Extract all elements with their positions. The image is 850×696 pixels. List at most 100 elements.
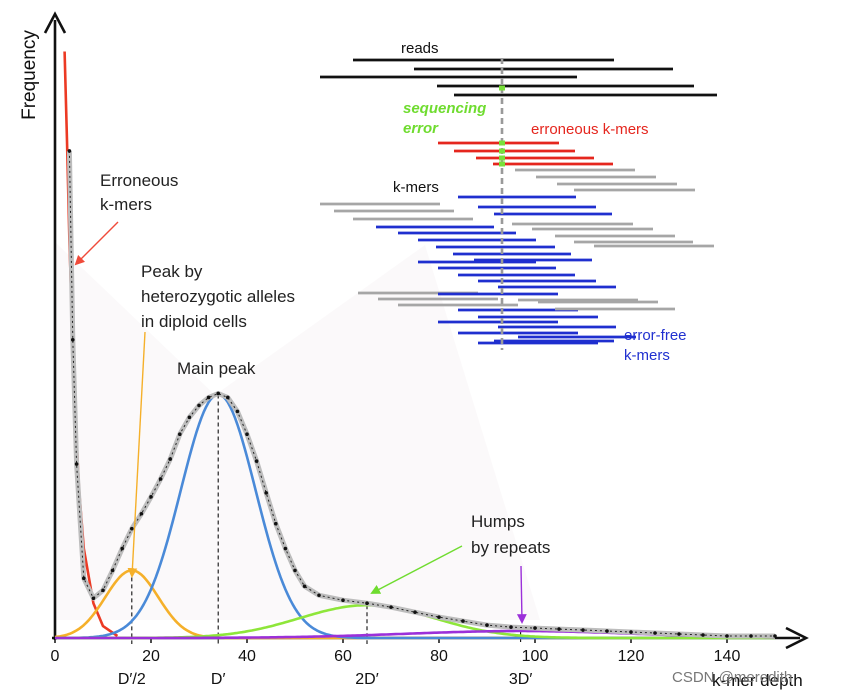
observed-point bbox=[91, 596, 96, 601]
observed-point bbox=[317, 593, 321, 598]
observed-point bbox=[149, 495, 153, 499]
humps-line-1: Humps bbox=[471, 512, 525, 531]
y-axis-label: Frequency bbox=[19, 30, 40, 120]
error-free-kmers-label: error-free k-mers bbox=[624, 327, 691, 364]
observed-point bbox=[629, 630, 633, 634]
sequencing-error-line-1: sequencing bbox=[403, 100, 486, 117]
humps-annotation: Humps by repeats bbox=[471, 512, 550, 557]
observed-point bbox=[749, 634, 753, 638]
observed-point bbox=[178, 432, 182, 437]
reads-kmers-inset: reads sequencing error erroneous k-mers … bbox=[320, 40, 717, 364]
heterozygous-line-3: in diploid cells bbox=[141, 312, 247, 331]
main-peak-annotation: Main peak bbox=[177, 359, 256, 378]
observed-point bbox=[413, 610, 417, 614]
bg-triangle bbox=[55, 242, 540, 620]
observed-point bbox=[461, 619, 465, 623]
x-tick-label: 120 bbox=[618, 648, 645, 665]
observed-point bbox=[485, 623, 489, 627]
error-base-highlight bbox=[499, 148, 505, 154]
sequencing-error-line-2: error bbox=[403, 120, 439, 137]
observed-point bbox=[70, 338, 75, 342]
observed-point bbox=[283, 546, 288, 551]
observed-point bbox=[158, 477, 163, 481]
observed-point bbox=[235, 409, 240, 414]
observed-point bbox=[293, 568, 297, 573]
peak-subtick-label: D′ bbox=[211, 671, 226, 688]
observed-point bbox=[168, 457, 172, 461]
heterozygous-line-1: Peak by bbox=[141, 262, 203, 281]
heterozygous-line-2: heterozygotic alleles bbox=[141, 287, 295, 306]
error-base-highlight bbox=[499, 155, 505, 161]
observed-point bbox=[226, 395, 230, 400]
erroneous-arrow bbox=[74, 221, 119, 266]
observed-point bbox=[254, 459, 259, 463]
observed-point bbox=[67, 149, 72, 153]
x-tick-label: 100 bbox=[522, 648, 549, 665]
observed-point bbox=[245, 432, 249, 437]
observed-point bbox=[264, 491, 269, 495]
y-axis-arrowhead bbox=[43, 11, 67, 34]
humps-green-arrow bbox=[370, 545, 463, 594]
observed-point bbox=[139, 511, 144, 516]
observed-point bbox=[206, 395, 211, 400]
observed-point bbox=[302, 584, 307, 589]
observed-point bbox=[110, 568, 115, 573]
observed-point bbox=[533, 626, 537, 630]
observed-point bbox=[130, 526, 134, 531]
observed-point bbox=[197, 403, 201, 408]
observed-point bbox=[365, 601, 369, 606]
kmers-label: k-mers bbox=[393, 179, 439, 196]
observed-point bbox=[773, 634, 777, 638]
heterozygous-arrow bbox=[127, 331, 146, 578]
watermark: CSDN @meredith bbox=[672, 669, 792, 686]
x-ticks: 0 20 40 60 80 100 120 140 bbox=[51, 638, 741, 665]
observed-point bbox=[216, 391, 220, 396]
observed-point bbox=[581, 628, 585, 632]
observed-data bbox=[66, 149, 777, 639]
observed-point bbox=[341, 598, 345, 603]
observed-point bbox=[557, 627, 561, 631]
observed-point bbox=[509, 625, 513, 629]
observed-point bbox=[605, 629, 609, 633]
observed-point bbox=[725, 634, 729, 638]
observed-point bbox=[653, 631, 657, 635]
observed-point bbox=[187, 415, 192, 420]
erroneous-line-2: k-mers bbox=[100, 195, 152, 214]
x-tick-label: 80 bbox=[430, 648, 448, 665]
reads-label: reads bbox=[401, 40, 439, 57]
x-tick-label: 0 bbox=[51, 648, 60, 665]
observed-point bbox=[101, 588, 105, 593]
humps-purple-arrow bbox=[516, 565, 527, 624]
humps-line-2: by repeats bbox=[471, 538, 550, 557]
observed-point bbox=[120, 546, 124, 551]
x-tick-label: 60 bbox=[334, 648, 352, 665]
peak-subtick-label: D′/2 bbox=[118, 671, 146, 688]
observed-point bbox=[437, 615, 441, 619]
x-tick-label: 20 bbox=[142, 648, 160, 665]
observed-point bbox=[389, 605, 393, 609]
erroneous-annotation: Erroneous k-mers bbox=[100, 171, 183, 214]
error-base-highlight bbox=[499, 140, 505, 146]
heterozygous-annotation: Peak by heterozygotic alleles in diploid… bbox=[141, 262, 300, 331]
observed-point bbox=[701, 633, 705, 637]
peak-subticks: D′/2 D′ 2D′ 3D′ bbox=[118, 394, 532, 688]
erroneous-line-1: Erroneous bbox=[100, 171, 178, 190]
error-free-line-1: error-free bbox=[624, 327, 687, 344]
observed-point bbox=[677, 632, 681, 636]
observed-point bbox=[82, 576, 86, 581]
error-base-highlight bbox=[499, 161, 505, 167]
observed-point bbox=[274, 521, 278, 526]
x-axis-arrowhead bbox=[785, 626, 809, 650]
error-base-highlight bbox=[499, 85, 505, 91]
x-axis-label: k-mer depth bbox=[712, 671, 803, 690]
background-shapes bbox=[55, 242, 540, 620]
inset-segments bbox=[320, 58, 717, 350]
x-tick-label: 140 bbox=[714, 648, 741, 665]
error-free-line-2: k-mers bbox=[624, 347, 670, 364]
erroneous-kmers-label: erroneous k-mers bbox=[531, 121, 649, 138]
sequencing-error-label: sequencing error bbox=[403, 100, 491, 137]
peak-subtick-label: 2D′ bbox=[355, 671, 378, 688]
annotations: Erroneous k-mers Peak by heterozygotic a… bbox=[74, 171, 550, 624]
observed-point bbox=[74, 462, 79, 466]
